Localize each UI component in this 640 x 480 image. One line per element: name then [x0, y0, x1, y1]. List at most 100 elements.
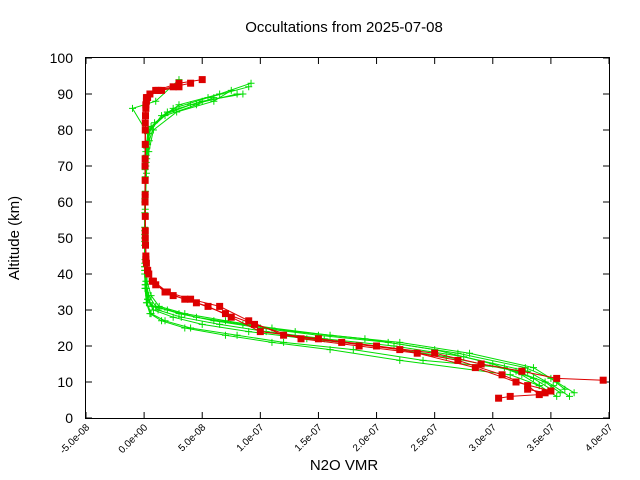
- data-point: [175, 79, 183, 87]
- y-tick-label: 30: [57, 302, 73, 318]
- data-point: [142, 112, 150, 120]
- data-point: [247, 79, 255, 87]
- data-point: [466, 349, 474, 357]
- data-point: [192, 299, 200, 307]
- data-point: [216, 90, 224, 98]
- data-point: [169, 83, 177, 91]
- data-point: [142, 241, 150, 249]
- data-point: [419, 356, 427, 364]
- data-point: [326, 346, 334, 354]
- plot-area: [128, 76, 607, 402]
- chart-title: Occultations from 2025-07-08: [245, 19, 443, 36]
- data-point: [192, 313, 200, 321]
- x-tick-label: -5.0e-08: [58, 422, 92, 456]
- data-point: [142, 97, 150, 105]
- data-point: [524, 385, 532, 393]
- data-point: [146, 90, 154, 98]
- data-point: [148, 302, 156, 310]
- data-point: [181, 310, 189, 318]
- x-tick-label: 2.0e-07: [351, 422, 383, 454]
- data-point: [161, 288, 169, 296]
- data-point: [142, 259, 150, 267]
- data-point: [175, 101, 183, 109]
- data-point: [148, 277, 156, 285]
- y-tick-label: 40: [57, 266, 73, 282]
- data-point: [396, 346, 404, 354]
- data-point: [204, 302, 212, 310]
- profile-line: [144, 86, 553, 394]
- data-point: [529, 374, 537, 382]
- data-point: [187, 295, 195, 303]
- data-point: [152, 281, 160, 289]
- y-tick-label: 90: [57, 86, 73, 102]
- x-axis-label: N2O VMR: [310, 457, 379, 474]
- data-point: [142, 299, 150, 307]
- data-point: [512, 378, 520, 386]
- data-point: [233, 331, 241, 339]
- data-point: [280, 331, 288, 339]
- data-point: [221, 310, 229, 318]
- data-point: [152, 97, 160, 105]
- data-point: [553, 392, 561, 400]
- data-point: [147, 292, 155, 300]
- data-point: [268, 338, 276, 346]
- y-axis: 0 10 20 30 40 50 60 70 80 90 100: [50, 50, 609, 426]
- data-point: [198, 320, 206, 328]
- data-point: [155, 302, 163, 310]
- y-tick-label: 20: [57, 338, 73, 354]
- data-point: [141, 140, 149, 148]
- data-point: [498, 371, 506, 379]
- data-point: [495, 394, 503, 402]
- x-tick-label: 5.0e-08: [177, 422, 209, 454]
- data-point: [471, 364, 479, 372]
- data-point: [599, 376, 607, 384]
- profile-line: [144, 93, 561, 394]
- data-point: [251, 320, 259, 328]
- data-point: [280, 338, 288, 346]
- data-point: [233, 90, 241, 98]
- data-point: [158, 112, 166, 120]
- data-point: [431, 349, 439, 357]
- data-point: [454, 356, 462, 364]
- data-point: [141, 176, 149, 184]
- data-point: [145, 270, 153, 278]
- data-point: [355, 342, 363, 350]
- y-tick-label: 80: [57, 122, 73, 138]
- data-point: [221, 317, 229, 325]
- plot-frame: [85, 57, 610, 419]
- data-point: [326, 331, 334, 339]
- y-tick-label: 0: [65, 410, 73, 426]
- data-point: [141, 212, 149, 220]
- x-tick-label: 0.0e+00: [117, 422, 151, 456]
- x-tick-label: 3.0e-07: [467, 422, 499, 454]
- data-point: [541, 389, 549, 397]
- data-point: [158, 86, 166, 94]
- data-point: [169, 292, 177, 300]
- data-point: [477, 360, 485, 368]
- data-point: [314, 335, 322, 343]
- data-point: [396, 338, 404, 346]
- profile-line: [144, 79, 541, 399]
- y-tick-label: 10: [57, 374, 73, 390]
- data-point: [177, 313, 185, 321]
- data-point: [373, 342, 381, 350]
- data-point: [535, 391, 543, 399]
- profile-line: [144, 82, 604, 381]
- x-tick-label: 4.0e-07: [583, 422, 615, 454]
- data-point: [198, 76, 206, 84]
- data-point: [216, 302, 224, 310]
- data-point: [529, 364, 537, 372]
- series-square: [141, 76, 607, 402]
- data-point: [216, 320, 224, 328]
- y-tick-label: 50: [57, 230, 73, 246]
- data-point: [141, 284, 149, 292]
- data-point: [349, 346, 357, 354]
- data-point: [553, 374, 561, 382]
- data-point: [506, 371, 514, 379]
- data-point: [338, 338, 346, 346]
- data-point: [227, 313, 235, 321]
- data-point: [518, 367, 526, 375]
- data-point: [163, 306, 171, 314]
- data-point: [175, 83, 183, 91]
